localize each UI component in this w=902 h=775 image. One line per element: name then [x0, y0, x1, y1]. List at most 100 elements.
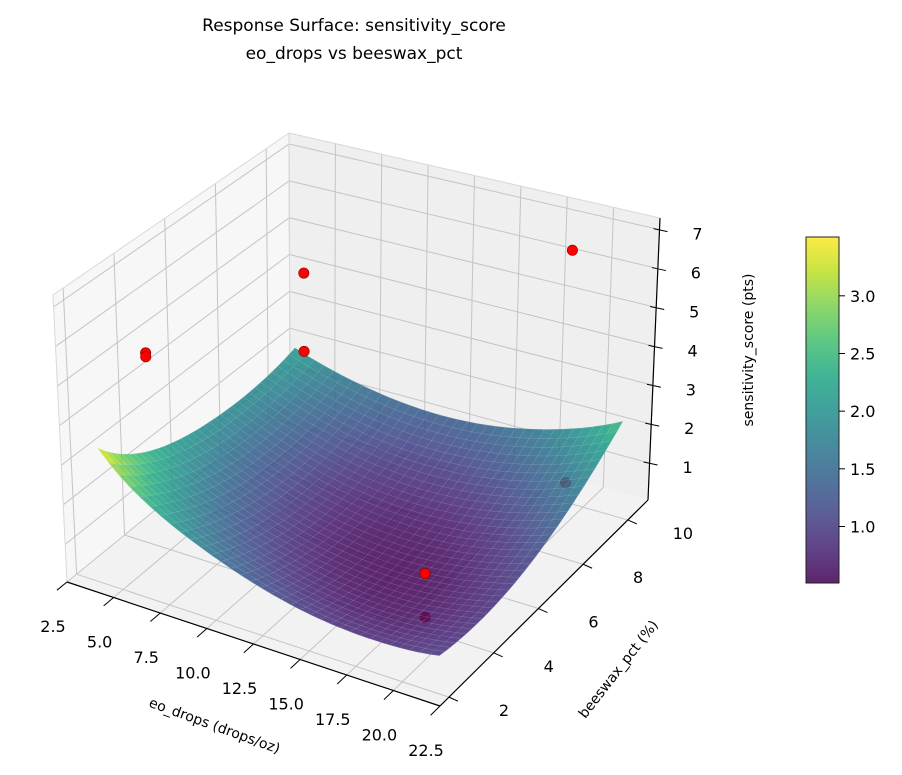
surface-mesh-line	[487, 461, 504, 472]
surface-mesh-line	[357, 432, 374, 445]
surface-mesh-line	[326, 493, 343, 505]
surface-mesh-line	[341, 387, 357, 400]
surface-mesh-line	[346, 380, 363, 393]
surface-mesh-line	[442, 608, 459, 616]
surface-mesh-line	[227, 501, 244, 512]
surface-mesh-line	[347, 427, 364, 440]
surface-mesh-line	[563, 478, 580, 489]
surface-mesh-line	[207, 486, 224, 498]
surface-mesh-line	[387, 488, 404, 499]
surface-mesh-line	[536, 519, 553, 529]
surface-mesh-line	[350, 392, 367, 405]
surface-mesh-line	[381, 434, 398, 446]
surface-mesh-line	[440, 563, 457, 572]
surface-mesh-line	[270, 536, 288, 547]
surface-mesh-line	[367, 607, 384, 616]
surface-mesh-line	[238, 440, 255, 453]
surface-mesh-line	[244, 539, 261, 550]
x-tick	[336, 674, 348, 685]
surface-mesh-line	[285, 383, 302, 397]
y-tick-label: 2	[499, 701, 509, 720]
pane-edge	[52, 294, 68, 583]
surface-mesh-line	[459, 579, 476, 588]
surface-mesh-line	[266, 475, 283, 487]
surface-mesh-line	[380, 509, 397, 520]
surface-mesh-line	[167, 454, 184, 466]
surface-mesh-line	[440, 630, 457, 638]
surface-mesh-line	[316, 430, 334, 442]
surface-mesh-line	[442, 417, 459, 428]
surface-mesh-line	[528, 429, 545, 439]
surface-mesh-line	[255, 533, 272, 544]
surface-mesh-line	[504, 563, 521, 571]
surface-mesh-line	[306, 549, 323, 559]
back-gridline-x	[513, 186, 522, 463]
surface-mesh-line	[272, 412, 289, 425]
surface-mesh-line	[548, 487, 565, 498]
surface-mesh-line	[465, 492, 482, 502]
surface-mesh-line	[279, 554, 297, 565]
surface-mesh-line	[497, 462, 514, 472]
surface-mesh-line	[255, 426, 272, 440]
surface-mesh-line	[475, 433, 492, 444]
surface-mesh-line	[535, 534, 552, 543]
surface-mesh-line	[268, 560, 285, 570]
surface-mesh-line	[534, 480, 551, 490]
surface-mesh-line	[538, 488, 555, 498]
surface-mesh-line	[442, 596, 460, 605]
surface-mesh-line	[443, 520, 460, 530]
surface-mesh-line	[378, 468, 395, 479]
back-gridline-z	[289, 180, 658, 270]
surface-mesh-line	[327, 478, 344, 490]
surface-mesh-line	[201, 489, 219, 500]
surface-mesh-line	[543, 496, 560, 506]
surface-mesh-line	[558, 486, 575, 497]
surface-mesh-line	[479, 442, 496, 453]
surface-mesh-line	[384, 461, 401, 473]
surface-mesh-line	[280, 434, 297, 447]
z-tick	[643, 461, 658, 466]
surface-mesh-line	[301, 596, 318, 605]
surface-mesh-line	[367, 549, 384, 559]
surface-mesh-line	[238, 542, 256, 552]
surface-mesh-line	[319, 513, 336, 524]
surface-mesh-line	[397, 545, 414, 555]
surface-mesh-line	[244, 491, 261, 503]
surface-mesh-line	[401, 612, 419, 620]
surface-mesh-line	[349, 455, 367, 467]
surface-mesh-line	[427, 539, 444, 549]
surface-mesh-line	[191, 481, 209, 493]
surface-mesh-line	[459, 515, 476, 525]
surface-mesh-line	[275, 588, 293, 597]
surface-mesh-line	[345, 398, 361, 412]
surface-mesh-line	[226, 405, 243, 419]
surface-mesh-line	[380, 628, 397, 636]
surface-mesh-line	[503, 576, 520, 585]
surface-mesh-line	[242, 504, 260, 516]
surface-mesh-line	[427, 422, 444, 434]
surface-mesh-line	[330, 446, 347, 458]
surface-mesh-line	[434, 518, 451, 528]
surface-mesh-line	[382, 547, 399, 558]
surface-mesh-line	[232, 444, 250, 457]
surface-mesh-line	[486, 478, 503, 488]
surface-mesh-line	[282, 575, 300, 584]
surface-mesh-line	[422, 545, 439, 555]
surface-mesh-line	[340, 451, 357, 463]
surface-mesh-line	[531, 455, 548, 465]
surface-mesh-line	[205, 499, 223, 510]
surface-mesh-line	[252, 458, 269, 470]
surface-mesh-line	[257, 410, 274, 423]
surface-mesh-line	[484, 562, 502, 570]
surface-mesh-line	[495, 479, 512, 489]
points-in-front	[140, 244, 578, 580]
surface-mesh-line	[171, 511, 189, 522]
surface-mesh-line	[121, 454, 140, 465]
surface-mesh-line	[274, 395, 291, 408]
surface-mesh-line	[541, 526, 558, 536]
surface-mesh-line	[303, 527, 320, 538]
surface-mesh-line	[214, 414, 232, 427]
surface-mesh-line	[327, 370, 344, 384]
surface-mesh-line	[322, 483, 339, 495]
surface-mesh-line	[562, 494, 579, 505]
